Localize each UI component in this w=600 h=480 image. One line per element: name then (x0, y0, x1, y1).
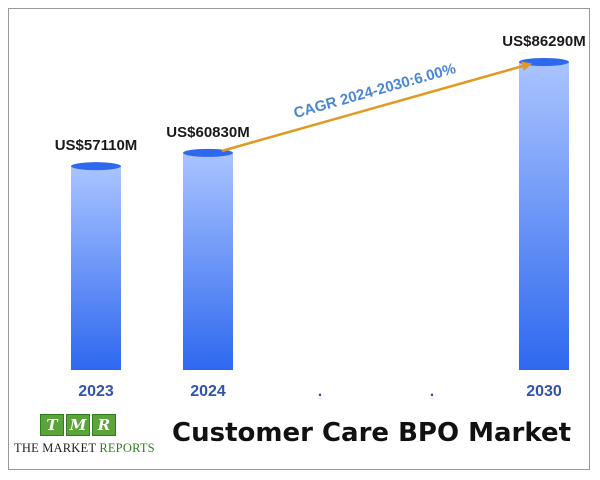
x-tick-label: 2030 (526, 383, 562, 400)
bar-2024 (183, 152, 233, 370)
value-label-2024: US$60830M (166, 124, 249, 141)
x-tick-label: . (430, 383, 434, 400)
bar-cap-2024 (183, 148, 233, 157)
bar-2030 (519, 62, 569, 370)
logo-letter: T (40, 414, 64, 436)
x-tick-label: 2023 (78, 383, 114, 400)
cagr-arrow (221, 61, 532, 153)
value-label-2023: US$57110M (55, 137, 138, 154)
bar-2023 (71, 166, 121, 370)
x-tick-label: . (318, 383, 322, 400)
brand-name-part1: THE MARKET (14, 441, 96, 455)
x-tick-label: 2024 (190, 383, 226, 400)
bar-cap-2023 (71, 162, 121, 171)
value-label-2030: US$86290M (502, 33, 585, 50)
logo-letter: R (92, 414, 116, 436)
logo-letter: M (66, 414, 90, 436)
brand-name-part2: REPORTS (99, 441, 155, 455)
brand-logo: T M R THE MARKET REPORTS (14, 414, 164, 464)
chart-title: Customer Care BPO Market (172, 418, 572, 448)
